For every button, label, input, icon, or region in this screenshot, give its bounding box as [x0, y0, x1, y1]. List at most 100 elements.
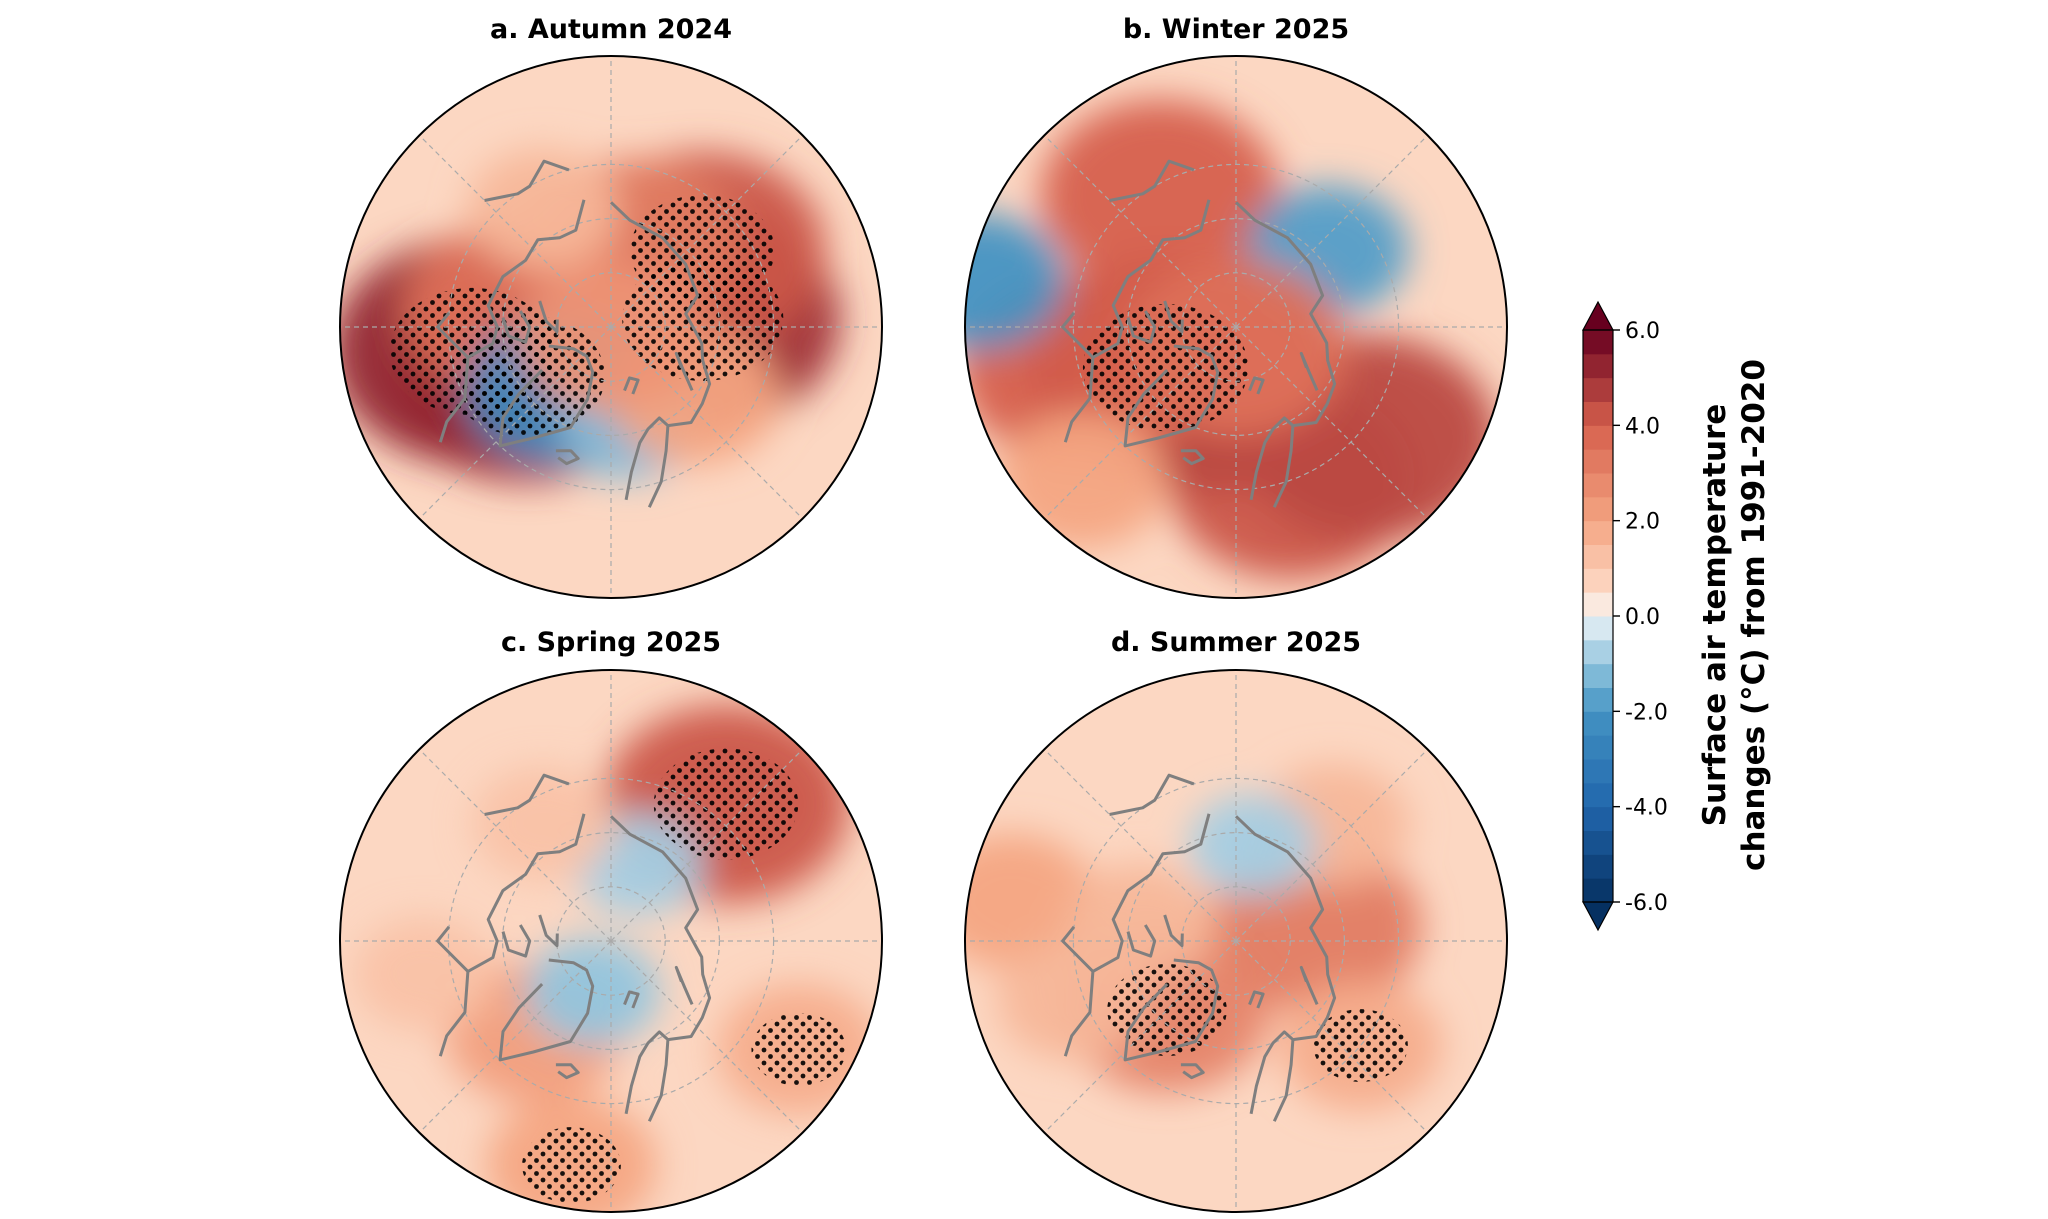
coastline	[1061, 813, 1211, 973]
meridian-gridline	[1235, 940, 1438, 1143]
coastline	[1249, 1030, 1295, 1122]
colorbar-ticks: 6.0 4.0 2.0 0.0 -2.0 -4.0 -6.0	[1613, 319, 1668, 916]
colorbar-bands	[1581, 300, 1615, 932]
map-border	[339, 55, 883, 599]
meridian-gridline	[1034, 125, 1237, 328]
colorbar-band	[1583, 735, 1613, 760]
stippling	[522, 1127, 621, 1204]
coastline	[1180, 1063, 1205, 1080]
anomaly-region	[1188, 793, 1317, 897]
stippling	[653, 748, 799, 860]
stippling	[1313, 1009, 1408, 1082]
meridian-gridline	[610, 940, 813, 1143]
stippling	[1082, 304, 1249, 432]
colorbar: 6.0 4.0 2.0 0.0 -2.0 -4.0 -6.0 Surface air tem…	[1581, 300, 1772, 932]
colorbar-tick-label: 4.0	[1625, 414, 1660, 439]
anomaly-region	[996, 939, 1150, 1062]
meridian-gridline	[610, 326, 813, 529]
colorbar-band	[1583, 568, 1613, 593]
colorbar-band	[1583, 854, 1613, 879]
coastline	[1163, 914, 1184, 948]
coastline	[501, 310, 532, 344]
colorbar-tick-label: 6.0	[1625, 319, 1660, 344]
meridian-gridline	[409, 940, 612, 1143]
colorbar-band	[1583, 425, 1613, 450]
colorbar-band	[1583, 663, 1613, 688]
anomaly-region	[965, 213, 1065, 350]
coastline	[436, 199, 586, 359]
meridian-gridline	[1034, 739, 1237, 942]
map-c	[339, 669, 883, 1213]
coastline	[501, 924, 532, 958]
coastline	[624, 1030, 670, 1122]
colorbar-band	[1583, 473, 1613, 498]
anomaly-region	[353, 917, 496, 1031]
colorbar-extend-min	[1581, 901, 1615, 932]
colorbar-band	[1583, 353, 1613, 379]
coastline	[538, 914, 559, 948]
colorbar-tick-label: 0.0	[1625, 605, 1660, 630]
panel-title-d: d. Summer 2025	[1111, 627, 1361, 658]
panel-title-c: c. Spring 2025	[501, 627, 721, 658]
coastline	[484, 773, 570, 816]
coastline	[1249, 416, 1295, 508]
map-border	[964, 55, 1508, 599]
colorbar-band	[1583, 496, 1613, 522]
meridian-gridline	[409, 125, 612, 328]
colorbar-band	[1583, 711, 1613, 736]
colorbar-band	[1583, 782, 1613, 808]
coastline	[624, 416, 670, 508]
coastline	[1234, 201, 1337, 428]
coastline	[1248, 990, 1265, 1009]
colorbar-label-line-1: Surface air temperature	[1697, 404, 1733, 827]
coastline	[1061, 199, 1211, 359]
coastline	[1126, 310, 1157, 344]
colorbar-band	[1583, 687, 1613, 712]
colorbar-extend-max	[1581, 300, 1615, 331]
meridian-gridline	[409, 326, 612, 529]
coastline	[623, 376, 640, 395]
panel-a: a. Autumn 2024	[339, 14, 883, 599]
coastline	[609, 201, 712, 428]
colorbar-label-line-2: changes (°C) from 1991-2020	[1736, 359, 1772, 871]
colorbar-band	[1583, 330, 1613, 355]
coastline	[1126, 924, 1157, 958]
panel-d: d. Summer 2025	[964, 627, 1508, 1213]
colorbar-band	[1583, 401, 1613, 426]
coastline	[1163, 300, 1184, 334]
map-b	[964, 55, 1508, 599]
coastline	[438, 357, 470, 443]
map-border	[339, 669, 883, 1213]
coastline	[1123, 344, 1220, 448]
coastline	[623, 990, 640, 1009]
meridian-gridline	[409, 739, 612, 942]
coastline	[438, 971, 470, 1057]
meridian-gridline	[1235, 125, 1438, 328]
coastline	[674, 965, 694, 1006]
coastline	[498, 344, 595, 448]
colorbar-band	[1583, 639, 1613, 665]
colorbar-band	[1583, 544, 1613, 569]
coastline	[1123, 958, 1220, 1062]
meridian-gridline	[1034, 326, 1237, 529]
meridian-gridline	[610, 125, 813, 328]
coastline	[1063, 357, 1095, 443]
colorbar-band	[1583, 806, 1613, 831]
stippling	[1107, 963, 1227, 1056]
coastline	[609, 815, 712, 1042]
coastline	[674, 351, 694, 392]
stippling	[389, 287, 555, 416]
meridian-gridline	[610, 739, 813, 942]
meridian-gridline	[1235, 739, 1438, 942]
colorbar-tick-label: -6.0	[1625, 891, 1668, 916]
panel-title-b: b. Winter 2025	[1123, 14, 1349, 45]
meridian-gridline	[1235, 326, 1438, 529]
anomaly-region	[472, 766, 615, 881]
colorbar-band	[1583, 830, 1613, 855]
coastline	[1180, 449, 1205, 466]
coastline	[538, 300, 559, 334]
colorbar-band	[1583, 449, 1613, 474]
colorbar-tick-label: 2.0	[1625, 510, 1660, 535]
colorbar-band	[1583, 377, 1613, 402]
